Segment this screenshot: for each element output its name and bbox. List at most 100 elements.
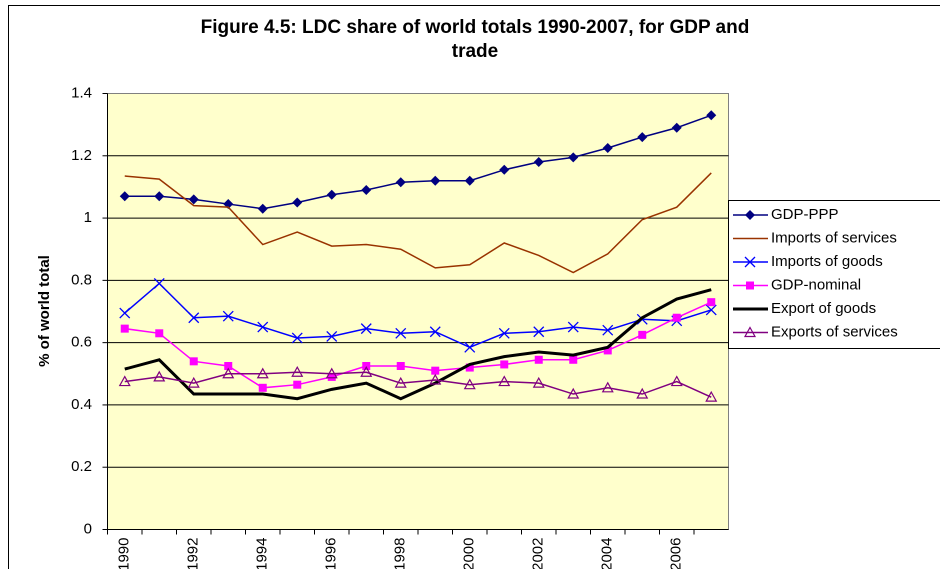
series-line [124, 172, 712, 274]
series-line [124, 114, 712, 210]
y-tick-label: 1.4 [71, 84, 92, 101]
data-point [292, 197, 303, 208]
data-point [187, 376, 200, 388]
data-point [291, 332, 303, 344]
series-line [124, 288, 712, 401]
data-point [568, 152, 579, 163]
data-point [155, 329, 164, 338]
legend-label: Imports of goods [771, 253, 883, 270]
data-point [119, 307, 131, 319]
chart-title: Figure 4.5: LDC share of world totals 19… [201, 17, 750, 38]
y-tick-label: 0.4 [71, 396, 92, 413]
x-tick-label: 1998 [392, 538, 409, 569]
data-point [500, 360, 509, 369]
data-point [326, 189, 337, 200]
data-point [672, 313, 681, 322]
data-point [360, 365, 373, 377]
data-point [256, 367, 269, 379]
data-point [258, 383, 267, 392]
data-point [360, 323, 372, 335]
x-tick-label: 1994 [254, 538, 271, 569]
data-point [636, 387, 649, 399]
legend-label: Imports of services [771, 229, 897, 246]
legend-marker [743, 326, 757, 338]
y-tick-label: 0.6 [71, 334, 92, 351]
data-point [257, 321, 269, 333]
data-point [394, 376, 407, 388]
y-tick-label: 0.8 [71, 271, 92, 288]
data-point [153, 278, 165, 289]
data-point [395, 327, 407, 339]
data-point [119, 191, 130, 202]
data-point [327, 372, 336, 381]
data-point [671, 122, 682, 133]
legend-label: Exports of services [771, 323, 898, 340]
data-point [431, 366, 440, 375]
data-point [464, 341, 476, 353]
legend [728, 200, 940, 349]
data-point [602, 324, 614, 336]
x-tick-label: 2000 [461, 538, 478, 569]
plot-area [107, 93, 729, 530]
legend-label: Export of goods [771, 300, 876, 317]
x-tick-label: 1990 [116, 538, 133, 569]
data-point [224, 362, 233, 370]
data-point [395, 177, 406, 188]
data-point [429, 373, 442, 385]
data-point [463, 378, 476, 390]
data-point [222, 310, 234, 322]
data-point [189, 357, 198, 366]
y-tick-label: 1.2 [71, 147, 92, 164]
data-point [534, 355, 543, 364]
data-point [533, 157, 544, 168]
legend-marker [746, 281, 754, 290]
series-line [124, 282, 712, 349]
series-line [124, 371, 712, 398]
data-point [222, 367, 235, 379]
data-point [705, 390, 718, 402]
legend-marker [745, 210, 755, 220]
y-tick-label: 0.2 [71, 458, 92, 475]
legend-label: GDP-PPP [771, 206, 839, 223]
data-point [430, 175, 441, 186]
data-point [569, 355, 578, 364]
data-point [464, 175, 475, 186]
y-tick-label: 0 [84, 520, 92, 537]
data-point [533, 326, 545, 338]
y-axis-label: % of world total [36, 255, 53, 367]
data-point [153, 370, 166, 382]
x-tick-label: 2006 [668, 538, 685, 569]
data-point [532, 376, 545, 388]
series-line [124, 301, 712, 389]
x-tick-label: 2002 [530, 538, 547, 569]
data-point [118, 375, 131, 387]
data-point [670, 375, 683, 387]
data-point [257, 203, 268, 214]
data-point [567, 321, 579, 333]
data-point [603, 346, 612, 355]
data-point [120, 324, 129, 333]
data-point [396, 362, 405, 370]
data-point [638, 330, 647, 339]
data-point [326, 330, 338, 342]
data-point [188, 194, 199, 205]
legend-label: GDP-nominal [771, 276, 861, 293]
data-point [601, 381, 614, 393]
x-tick-label: 2004 [599, 538, 616, 569]
data-point [705, 304, 717, 316]
y-tick-label: 1 [84, 209, 92, 226]
data-point [637, 132, 648, 143]
x-tick-label: 1992 [185, 538, 202, 569]
data-point [291, 365, 304, 377]
data-point [465, 363, 474, 372]
data-point [567, 387, 580, 399]
data-point [154, 191, 165, 202]
data-point [188, 312, 200, 324]
data-point [499, 164, 510, 175]
data-point [498, 375, 511, 387]
data-point [293, 380, 302, 389]
data-point [707, 298, 716, 307]
data-point [361, 185, 372, 196]
chart-title: trade [452, 41, 498, 62]
